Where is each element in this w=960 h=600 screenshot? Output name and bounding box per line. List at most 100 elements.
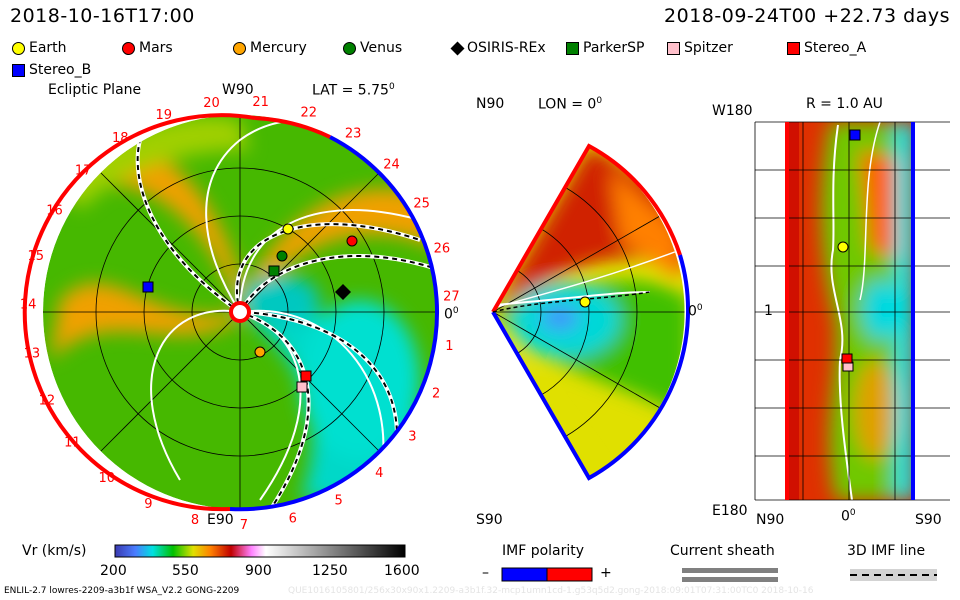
colorbar-label: Vr (km/s): [22, 543, 87, 559]
legend-item-stereo-b: Stereo_B: [12, 62, 91, 78]
circle-marker-icon: [12, 41, 25, 55]
radial-mid-label: 1: [764, 303, 773, 319]
square-marker-icon: [787, 41, 800, 55]
earth-marker-radial: [837, 241, 849, 253]
earth-marker-meridional: [579, 296, 591, 308]
sector-label: 6: [289, 511, 297, 526]
legend-label: Stereo_B: [29, 62, 92, 78]
sector-label: 27: [443, 290, 460, 305]
sector-label: 13: [24, 347, 41, 362]
meridional-bottom-label: S90: [476, 512, 503, 528]
sector-label: 8: [191, 513, 199, 528]
longitude-label: LON = 00: [538, 96, 603, 113]
stereo-a-marker: [300, 370, 312, 382]
sector-label: 7: [240, 518, 248, 533]
sector-label: 18: [112, 131, 129, 146]
sector-label: 4: [375, 466, 383, 481]
legend-label: Earth: [29, 40, 67, 56]
circle-marker-icon: [233, 41, 246, 55]
sector-label: 2: [432, 386, 440, 401]
legend-item-venus: Venus: [343, 40, 402, 56]
current-sheath-swatch: [682, 568, 778, 573]
mercury-marker: [254, 346, 266, 358]
ecliptic-right-value: 0: [444, 306, 453, 323]
imf-polarity-ring-negative: [229, 135, 439, 512]
ecliptic-title: Ecliptic Plane: [48, 82, 142, 98]
legend-item-parkersp: ParkerSP: [566, 40, 644, 56]
earth-marker: [282, 223, 294, 235]
imf-polarity-ring-positive: [22, 113, 256, 512]
sector-label: 9: [144, 497, 152, 512]
sector-label: 26: [434, 241, 451, 256]
longitude-value: LON = 0: [538, 96, 597, 113]
sector-label: 21: [252, 95, 269, 110]
run-id-watermark: QUE1016105801/256x30x90x1.2209-a3b1f.32-…: [288, 586, 814, 596]
legend-label: Mercury: [250, 40, 307, 56]
sector-label: 24: [383, 158, 400, 173]
meridional-top-label: N90: [476, 96, 505, 112]
legend-label: Spitzer: [684, 40, 733, 56]
legend-item-earth: Earth: [12, 40, 67, 56]
current-sheath-label: Current sheath: [670, 543, 775, 559]
stereo-b-marker-radial: [849, 129, 861, 141]
sector-label: 10: [99, 471, 116, 486]
current-time: 2018-10-16T17:00: [10, 5, 195, 27]
ecliptic-right-label: 00: [444, 306, 459, 323]
radial-x-label-0-value: 0: [841, 508, 850, 525]
legend-label: OSIRIS-REx: [467, 40, 546, 56]
venus-marker: [276, 250, 288, 262]
latitude-label: LAT = 5.750: [312, 82, 395, 99]
sector-label: 3: [408, 429, 416, 444]
sector-label: 16: [46, 203, 63, 218]
mars-marker: [346, 235, 358, 247]
colorbar-tick-550: 550: [172, 563, 199, 579]
colorbar-tick-200: 200: [100, 563, 127, 579]
stereo-b-marker: [142, 281, 154, 293]
imf-plus-label: +: [600, 565, 612, 581]
square-marker-icon: [667, 41, 680, 55]
model-info: ENLIL-2.7 lowres-2209-a3b1f WSA_V2.2 GON…: [4, 586, 240, 596]
square-marker-icon: [12, 63, 25, 77]
sector-label: 1: [445, 339, 453, 354]
osiris-rex-marker: [335, 284, 351, 300]
parkersp-marker: [268, 265, 280, 277]
latitude-value: LAT = 5.75: [312, 82, 389, 99]
imf-negative-swatch: [502, 568, 547, 581]
radial-x-label-n90: N90: [756, 512, 785, 528]
radial-title: R = 1.0 AU: [806, 96, 883, 112]
circle-marker-icon: [122, 41, 135, 55]
spitzer-marker: [296, 381, 308, 393]
imf-positive-swatch: [546, 567, 593, 582]
radial-bottom-left-label: E180: [712, 503, 748, 519]
imf-line-label: 3D IMF line: [847, 543, 926, 559]
radial-surface-plot: [754, 121, 950, 501]
sector-label: 12: [39, 394, 56, 409]
sector-label: 17: [75, 163, 92, 178]
square-marker-icon: [566, 41, 579, 55]
meridional-right-value: 0: [688, 303, 697, 320]
ecliptic-bottom-label: E90: [207, 512, 234, 528]
legend-item-stereo-a: Stereo_A: [787, 40, 866, 56]
legend-item-spitzer: Spitzer: [667, 40, 733, 56]
run-info: 2018-09-24T00 +22.73 days: [664, 5, 950, 27]
sector-label: 23: [345, 127, 362, 142]
degree-mark: 0: [696, 303, 703, 313]
velocity-colorbar: [114, 544, 406, 558]
ecliptic-top-label: W90: [222, 82, 254, 98]
sector-label: 5: [335, 494, 343, 509]
imf-minus-label: –: [482, 565, 489, 581]
sector-label: 19: [156, 108, 173, 123]
imf-line-swatch: [850, 569, 937, 581]
sector-label: 20: [203, 96, 220, 111]
sun: [229, 301, 251, 323]
sector-label: 15: [28, 249, 45, 264]
radial-x-label-0: 00: [841, 508, 856, 525]
legend-label: Venus: [360, 40, 403, 56]
sector-label: 14: [20, 298, 37, 313]
sector-label: 25: [413, 197, 430, 212]
colorbar-tick-1250: 1250: [312, 563, 348, 579]
imf-polarity-label: IMF polarity: [502, 543, 585, 559]
colorbar-tick-1600: 1600: [384, 563, 420, 579]
